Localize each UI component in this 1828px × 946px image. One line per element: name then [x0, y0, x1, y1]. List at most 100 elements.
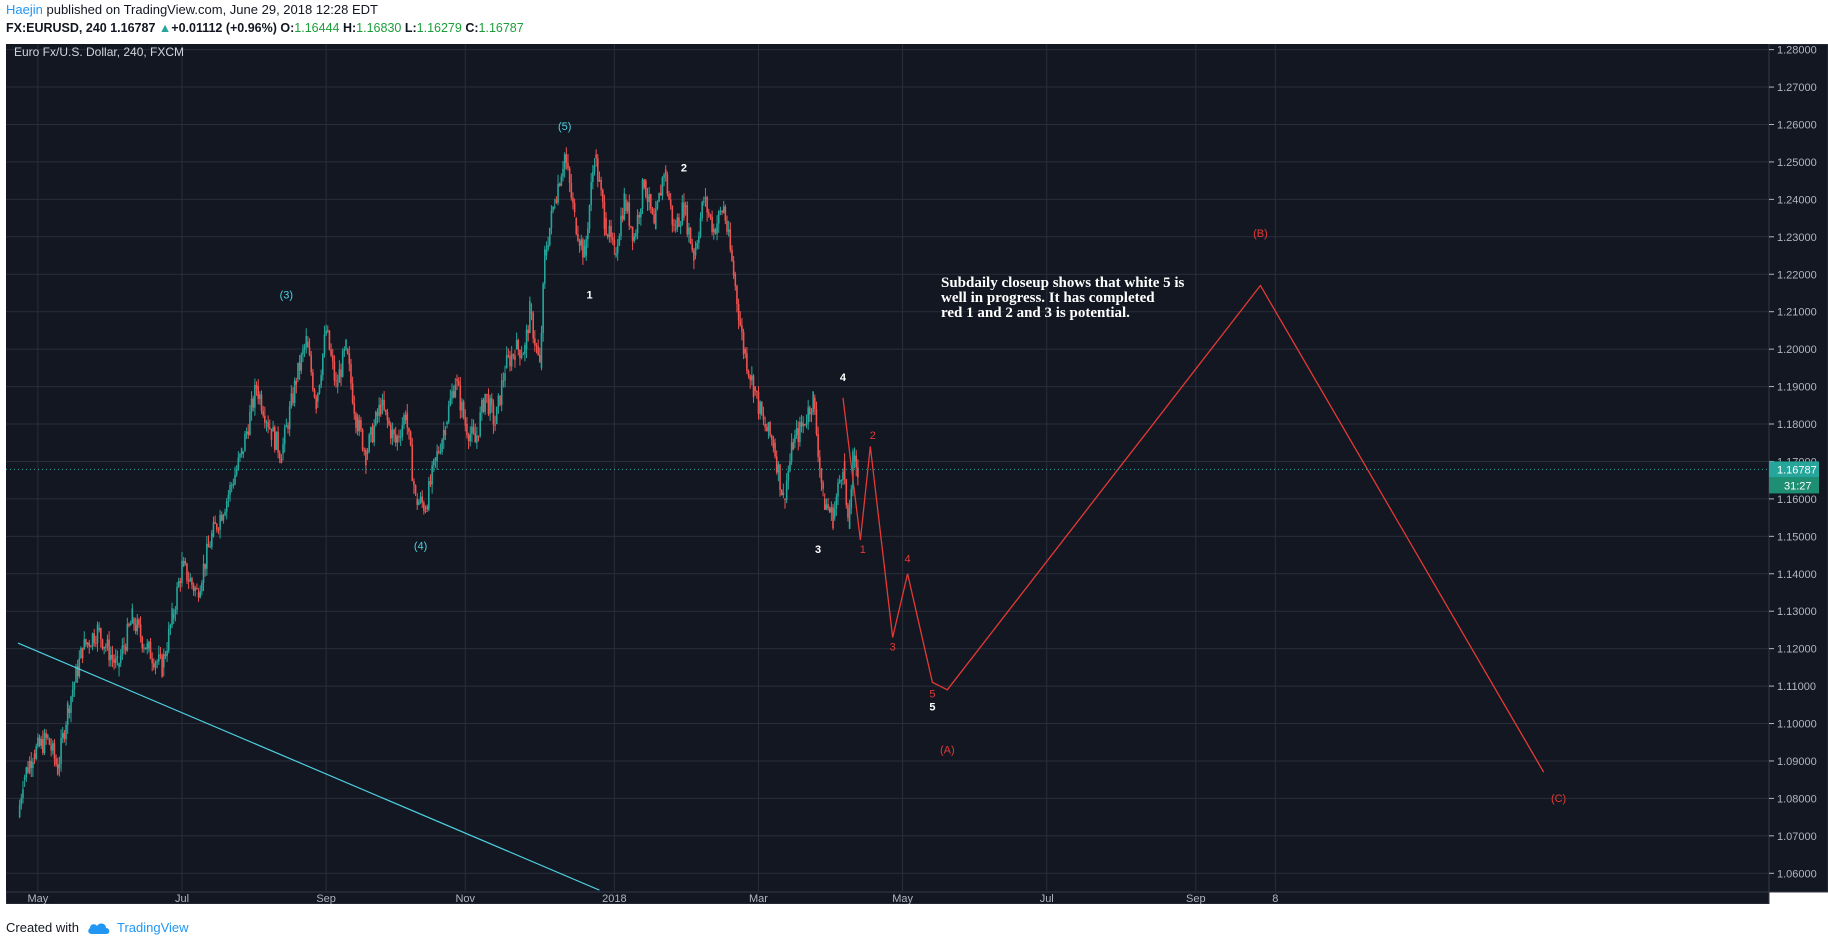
candle-body: [661, 177, 664, 196]
candle-body: [254, 384, 256, 408]
candle-body: [529, 300, 531, 334]
candle-body: [577, 233, 579, 241]
candle-body: [123, 645, 125, 647]
candle-body: [671, 205, 674, 225]
candle-body: [73, 682, 76, 690]
candle-body: [840, 480, 843, 482]
candle-body: [348, 353, 351, 364]
candle-body: [688, 227, 690, 235]
candle-body: [701, 201, 703, 219]
candle-body: [313, 389, 316, 398]
price-chart[interactable]: 1.28000 1.27000 1.26000 1.25000 1.24000 1.230…: [6, 44, 1828, 904]
candle-body: [704, 197, 707, 200]
candle-body: [283, 427, 286, 445]
candle-body: [464, 417, 467, 426]
candle-body: [638, 214, 641, 218]
candle-body: [230, 484, 233, 486]
candle-body: [343, 348, 346, 351]
candle-body: [797, 428, 800, 442]
candle-body: [376, 412, 379, 416]
candle-body: [802, 423, 805, 427]
candle-body: [88, 642, 91, 647]
candle-body: [689, 227, 692, 244]
ohlc-bar: FX:EURUSD, 240 1.16787 ▲+0.01112 (+0.96%…: [6, 21, 524, 35]
candle-body: [583, 245, 586, 258]
candle-body: [853, 455, 856, 462]
candle-body: [404, 415, 407, 421]
time-scale: [6, 891, 1770, 904]
candle-body: [446, 422, 448, 425]
candle-body: [171, 608, 173, 625]
candle-body: [424, 511, 427, 513]
candle-body: [166, 650, 168, 657]
candle-body: [81, 647, 84, 659]
candle-body: [100, 628, 102, 640]
author-link[interactable]: Haejin: [6, 2, 43, 17]
trendline: [17, 642, 600, 891]
candle-body: [699, 218, 702, 237]
candle-body: [732, 260, 735, 276]
candle-body: [646, 196, 649, 202]
candle-body: [799, 421, 801, 442]
candle-body: [353, 403, 356, 414]
candle-body: [75, 666, 77, 683]
candle-body: [287, 425, 289, 429]
candle-body: [239, 453, 241, 458]
candle-body: [351, 383, 354, 404]
candle-body: [437, 451, 440, 453]
candle-body: [310, 355, 313, 373]
candle-body: [469, 433, 472, 442]
candle-body: [187, 580, 190, 582]
candle-body: [817, 433, 819, 457]
candle-body: [340, 369, 342, 377]
chart-legend: Euro Fx/U.S. Dollar, 240, FXCM: [14, 45, 184, 59]
y-tick-label: 1.10000: [1777, 719, 1817, 731]
candle-body: [363, 449, 366, 451]
x-tick-label: Sep: [316, 893, 336, 904]
chart-container[interactable]: 1.28000 1.27000 1.26000 1.25000 1.24000 1.230…: [6, 44, 1828, 904]
candle-body: [601, 190, 604, 202]
candle-body: [525, 329, 528, 350]
wave-label-white: 3: [815, 544, 821, 556]
candle-body: [330, 349, 332, 356]
y-tick-label: 1.28000: [1777, 45, 1817, 57]
candle-body: [336, 382, 339, 387]
candle-body: [423, 502, 425, 512]
candle-body: [838, 480, 841, 484]
candle-body: [818, 456, 821, 469]
candle-body: [495, 406, 498, 425]
candle-body: [645, 180, 647, 197]
tradingview-logo[interactable]: TradingView: [87, 920, 189, 935]
candle-body: [830, 507, 833, 513]
candle-body: [61, 732, 64, 738]
candle-body: [562, 168, 564, 177]
candle-body: [38, 737, 41, 746]
candle-body: [833, 508, 836, 518]
candle-body: [191, 578, 193, 585]
x-tick-label: Jul: [175, 893, 189, 904]
candle-body: [837, 483, 839, 497]
candle-body: [782, 492, 785, 496]
candle-body: [779, 464, 781, 490]
candle-body: [814, 397, 816, 409]
candle-body: [116, 656, 119, 658]
candle-body: [101, 639, 104, 649]
candle-body: [447, 405, 450, 423]
candle-body: [53, 743, 56, 759]
candle-body: [603, 201, 606, 229]
candle-body: [716, 223, 718, 234]
candle-body: [418, 501, 420, 505]
candle-body: [78, 658, 81, 677]
candle-body: [278, 452, 281, 459]
candle-body: [83, 639, 86, 649]
candle-body: [250, 398, 253, 413]
candle-body: [588, 205, 591, 229]
candle-body: [35, 746, 38, 759]
candle-body: [557, 183, 559, 203]
candle-body: [234, 474, 236, 485]
y-tick-label: 1.24000: [1777, 194, 1817, 206]
candle-body: [737, 304, 740, 321]
candle-body: [749, 375, 752, 381]
candle-body: [553, 206, 556, 208]
candle-body: [482, 399, 485, 412]
